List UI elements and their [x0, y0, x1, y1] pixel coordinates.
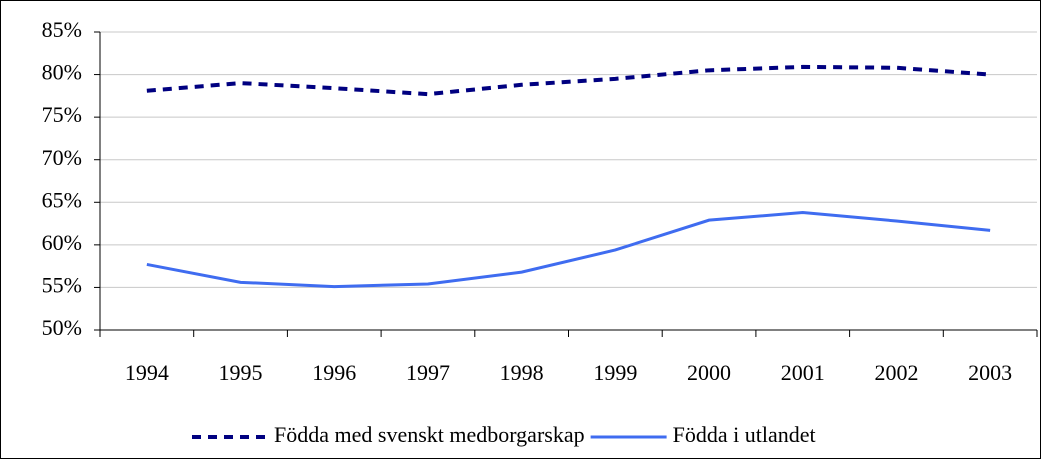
- x-tick-label: 1995: [219, 360, 263, 385]
- x-tick-label: 2000: [687, 360, 731, 385]
- legend-label: Födda med svenskt medborgarskap: [274, 422, 585, 447]
- x-tick-label: 1998: [500, 360, 544, 385]
- x-tick-label: 1997: [406, 360, 450, 385]
- x-tick-label: 1996: [312, 360, 356, 385]
- x-tick-label: 2003: [968, 360, 1012, 385]
- x-tick-label: 1999: [593, 360, 637, 385]
- x-tick-label: 2001: [781, 360, 825, 385]
- y-tick-label: 60%: [42, 230, 82, 255]
- y-tick-label: 80%: [42, 60, 82, 85]
- y-tick-label: 75%: [42, 102, 82, 127]
- x-tick-label: 2002: [874, 360, 918, 385]
- y-tick-label: 50%: [42, 315, 82, 340]
- legend-label: Födda i utlandet: [673, 422, 816, 447]
- series-line: [146, 64, 991, 97]
- y-tick-label: 55%: [42, 272, 82, 297]
- y-tick-label: 85%: [42, 17, 82, 42]
- x-tick-label: 1994: [125, 360, 169, 385]
- y-tick-label: 65%: [42, 187, 82, 212]
- y-tick-label: 70%: [42, 145, 82, 170]
- series-line: [146, 210, 991, 289]
